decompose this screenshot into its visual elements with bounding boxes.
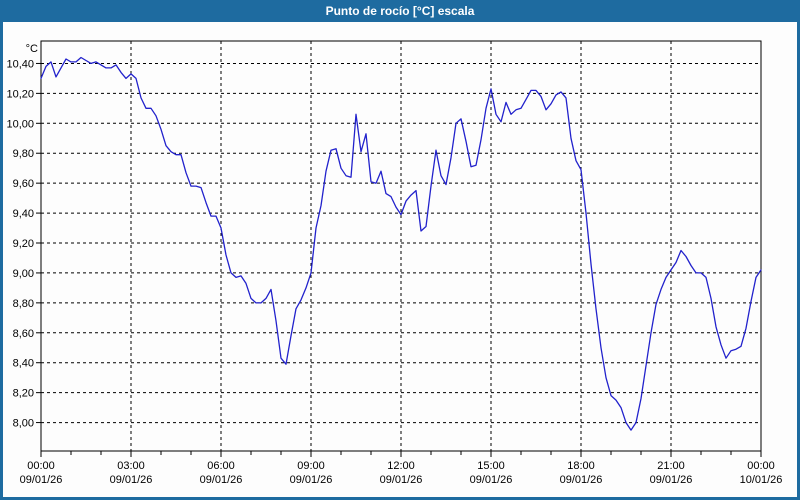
x-tick-date-label: 09/01/26: [650, 474, 693, 486]
x-tick-time-label: 18:00: [567, 460, 595, 472]
x-tick-time-label: 00:00: [747, 460, 775, 472]
y-tick-label: 8,60: [13, 328, 34, 340]
y-tick-label: 10,40: [6, 58, 34, 70]
y-tick-label: 8,80: [13, 298, 34, 310]
dew-point-line: [40, 56, 762, 431]
x-tick-date-label: 09/01/26: [20, 474, 63, 486]
y-tick-label: 9,40: [13, 208, 34, 220]
x-tick-time-label: 06:00: [207, 460, 235, 472]
x-tick-time-label: 15:00: [477, 460, 505, 472]
x-tick-date-label: 09/01/26: [380, 474, 423, 486]
x-tick-time-label: 21:00: [657, 460, 685, 472]
x-tick-time-label: 00:00: [27, 460, 55, 472]
plot-border: [40, 40, 762, 452]
y-tick-label: 9,80: [13, 148, 34, 160]
x-tick-date-label: 10/01/26: [740, 474, 783, 486]
window-title: Punto de rocío [°C] escala: [0, 0, 800, 22]
x-tick-time-label: 09:00: [297, 460, 325, 472]
y-tick-label: 9,20: [13, 238, 34, 250]
x-tick-date-label: 09/01/26: [470, 474, 513, 486]
x-tick-date-label: 09/01/26: [200, 474, 243, 486]
x-tick-date-label: 09/01/26: [290, 474, 333, 486]
y-tick-label: 9,60: [13, 178, 34, 190]
y-tick-label: 8,40: [13, 358, 34, 370]
y-tick-label: 8,20: [13, 388, 34, 400]
y-axis-unit-label: °C: [26, 43, 38, 55]
chart-canvas-background: [3, 22, 797, 497]
y-tick-label: 9,00: [13, 268, 34, 280]
y-tick-label: 8,00: [13, 418, 34, 430]
y-tick-label: 10,20: [6, 88, 34, 100]
x-tick-time-label: 03:00: [117, 460, 145, 472]
x-tick-time-label: 12:00: [387, 460, 415, 472]
x-tick-date-label: 09/01/26: [110, 474, 153, 486]
y-tick-label: 10,00: [6, 118, 34, 130]
x-tick-date-label: 09/01/26: [560, 474, 603, 486]
